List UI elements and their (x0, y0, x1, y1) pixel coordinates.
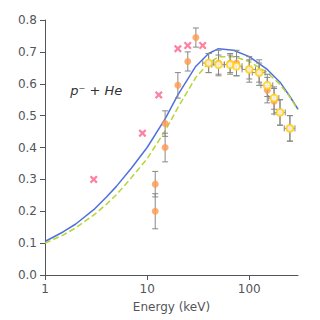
svg-text:0.0: 0.0 (18, 268, 37, 282)
svg-text:0.5: 0.5 (18, 109, 37, 123)
svg-text:0.6: 0.6 (18, 77, 37, 91)
svg-text:0.7: 0.7 (18, 45, 37, 59)
svg-text:10: 10 (139, 282, 154, 296)
svg-text:0.3: 0.3 (18, 172, 37, 186)
svg-text:0.4: 0.4 (18, 141, 37, 155)
svg-text:0.2: 0.2 (18, 204, 37, 218)
svg-text:100: 100 (238, 282, 261, 296)
svg-text:p⁻ + He: p⁻ + He (69, 83, 122, 98)
svg-text:1: 1 (41, 282, 49, 296)
svg-text:0.1: 0.1 (18, 236, 37, 250)
svg-text:0.8: 0.8 (18, 13, 37, 27)
svg-text:Energy (keV): Energy (keV) (133, 300, 210, 314)
